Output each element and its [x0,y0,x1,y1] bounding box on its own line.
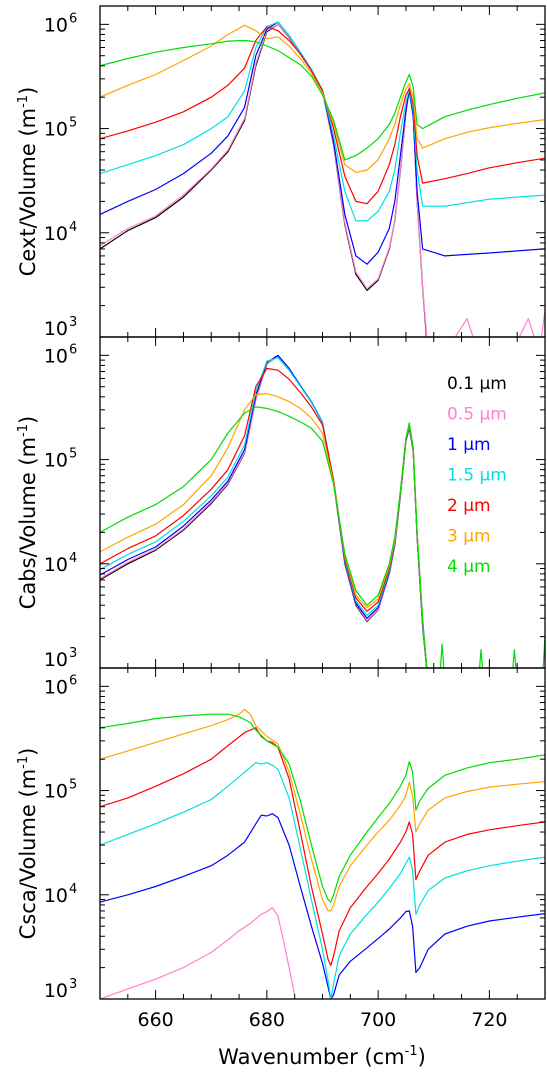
series-line-3 [100,762,545,999]
series-line-4 [100,727,545,966]
y-axis-title-base: Cext/Volume (m [16,108,40,276]
x-tick-label: 680 [249,1009,285,1031]
y-tick-label: 10 [44,649,68,671]
legend-entry: 1 µm [447,435,491,455]
series-line-1 [100,907,296,999]
y-tick-label: 10 [44,676,68,698]
legend: 0.1 µm 0.5 µm 1 µm 1.5 µm 2 µm 3 µm 4 µm [447,374,507,577]
y-tick-label: 10 [44,781,68,803]
series-line-5 [100,26,545,205]
series-line-5 [100,367,428,668]
y-tick-exponent: 6 [69,673,77,688]
y-axis-title-close: ) [16,87,40,95]
series-line-4 [100,357,428,668]
series-line-2 [100,813,545,999]
plot-frame [99,5,546,338]
series-group [100,354,545,668]
y-axis-title-base: Csca/Volume (m [16,769,40,940]
y-axis-title-close: ) [16,416,40,424]
y-tick-exponent: 5 [69,116,77,131]
y-axis-title-close: ) [16,748,40,756]
x-tick-label: 720 [471,1009,507,1031]
series-line-2 [100,355,428,668]
x-tick-label: 700 [360,1009,396,1031]
x-tick-label: 660 [137,1009,173,1031]
y-axis-title-exponent: -1 [16,424,31,437]
x-axis-title-exponent: -1 [405,1044,418,1059]
y-axis-title-exponent: -1 [16,756,31,769]
y-tick-exponent: 6 [69,11,77,26]
legend-entry: 0.5 µm [447,405,507,425]
y-tick-label: 10 [44,980,68,1002]
y-tick-exponent: 3 [69,315,77,330]
x-axis-title: Wavenumber (cm-1) [218,1044,426,1069]
y-tick-exponent: 4 [69,882,77,897]
series-line-7 [100,39,545,161]
y-tick-label: 10 [44,554,68,576]
x-axis-title-close: ) [418,1045,426,1069]
y-tick-exponent: 5 [69,447,77,462]
series-line-6 [100,713,545,903]
y-tick-exponent: 5 [69,778,77,793]
series-line-3 [100,21,545,265]
series-group [100,708,545,999]
legend-entry: 3 µm [447,527,491,547]
y-tick-label: 10 [44,14,68,36]
y-tick-label: 10 [44,119,68,141]
y-tick-label: 10 [44,318,68,340]
x-axis-title-base: Wavenumber (cm [218,1045,404,1069]
y-axis-title: Cext/Volume (m-1) [16,87,40,277]
y-tick-label: 10 [44,450,68,472]
y-axis-title: Csca/Volume (m-1) [16,748,40,940]
y-tick-exponent: 4 [69,220,77,235]
legend-entry: 1.5 µm [447,466,507,486]
y-tick-label: 10 [44,223,68,245]
y-tick-exponent: 6 [69,342,77,357]
series-line-3 [100,354,428,668]
series-line-7 [100,406,545,668]
series-line-2 [100,23,545,337]
series-line-6 [100,24,545,173]
series-line-4 [100,21,545,222]
legend-entry: 2 µm [447,496,491,516]
series-group [100,21,545,337]
y-tick-exponent: 3 [69,646,77,661]
legend-entry: 4 µm [447,557,491,577]
y-axis-title: Cabs/Volume (m-1) [16,416,40,609]
y-tick-label: 10 [44,345,68,367]
y-tick-exponent: 4 [69,551,77,566]
y-tick-exponent: 3 [69,977,77,992]
legend-entry: 0.1 µm [447,374,507,394]
y-tick-label: 10 [44,885,68,907]
series-line-1 [100,355,428,668]
y-axis-title-base: Cabs/Volume (m [16,437,40,609]
series-line-5 [100,708,545,912]
y-axis-title-exponent: -1 [16,95,31,108]
